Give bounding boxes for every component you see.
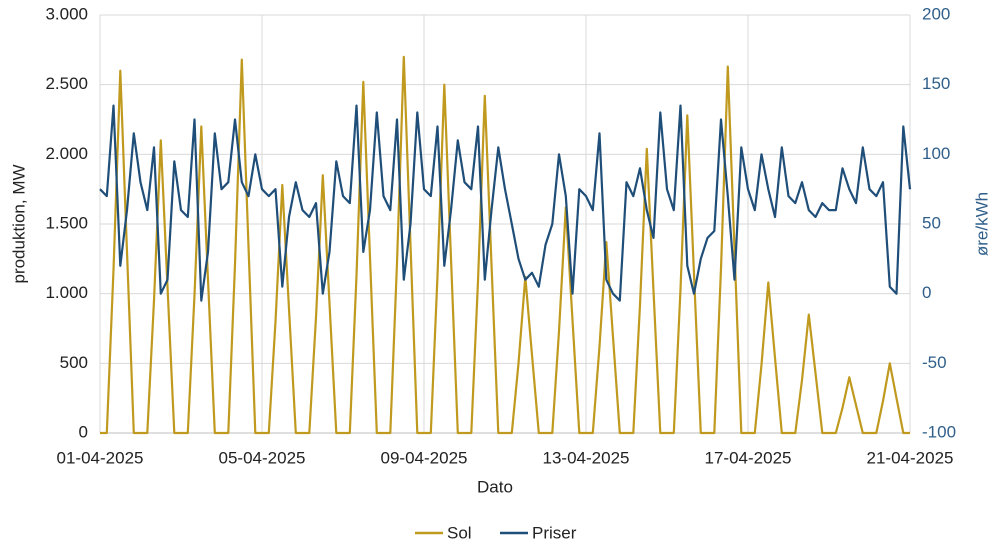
x-tick-label: 09-04-2025 — [381, 448, 468, 467]
y2-tick-label: 50 — [922, 213, 941, 232]
y2-tick-label: 150 — [922, 74, 950, 93]
y-tick-label: 2.500 — [45, 74, 88, 93]
x-tick-label: 17-04-2025 — [705, 448, 792, 467]
y2-tick-label: -50 — [922, 353, 947, 372]
y2-tick-label: 0 — [922, 283, 931, 302]
y-tick-label: 1.000 — [45, 283, 88, 302]
legend-label: Priser — [532, 523, 577, 542]
x-tick-label: 01-04-2025 — [57, 448, 144, 467]
y-tick-label: 3.000 — [45, 4, 88, 23]
x-tick-label: 13-04-2025 — [543, 448, 630, 467]
x-axis-label: Dato — [477, 477, 513, 496]
y-tick-label: 500 — [60, 353, 88, 372]
y-tick-label: 1.500 — [45, 213, 88, 232]
y2-tick-label: 200 — [922, 4, 950, 23]
y2-tick-label: 100 — [922, 144, 950, 163]
y2-axis-label: øre/kWh — [972, 192, 991, 256]
series-line — [99, 104, 912, 302]
x-tick-label: 21-04-2025 — [867, 448, 954, 467]
x-tick-label: 05-04-2025 — [219, 448, 306, 467]
y-tick-label: 2.000 — [45, 144, 88, 163]
y2-tick-label: -100 — [922, 422, 956, 441]
y-tick-label: 0 — [79, 422, 88, 441]
series-line — [100, 55, 910, 435]
legend-label: Sol — [447, 523, 472, 542]
y-axis-label: produktion, MW — [9, 164, 28, 283]
